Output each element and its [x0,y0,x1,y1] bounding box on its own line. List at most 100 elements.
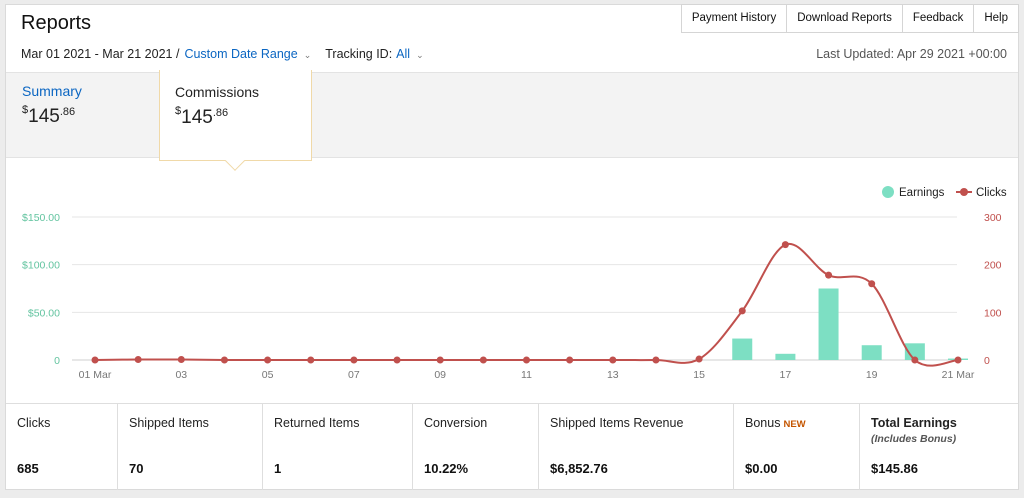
clicks-point [911,356,919,364]
left-axis-tick: $100.00 [22,260,60,272]
left-axis-tick: $50.00 [28,307,60,319]
legend-earnings: Earnings [899,187,945,199]
clicks-point [825,271,833,279]
right-axis-tick: 0 [984,355,990,367]
stat-shipped-items: Shipped Items 70 [118,404,263,490]
clicks-legend-marker [960,188,968,196]
clicks-line [94,242,959,367]
x-axis-tick: 17 [780,369,792,381]
clicks-point [781,241,789,249]
x-axis-tick: 21 Mar [942,369,975,381]
left-axis-tick: 0 [54,355,60,367]
stats-row: Clicks 685 Shipped Items 70 Returned Ite… [6,403,1018,490]
x-axis-tick: 19 [866,369,878,381]
commissions-label[interactable]: Commissions [175,84,260,100]
clicks-point [954,356,962,364]
stat-sublabel: (Includes Bonus) [871,433,957,445]
stat-shipped-items-revenue: Shipped Items Revenue $6,852.76 [539,404,734,490]
clicks-point [91,356,99,364]
x-axis-tick: 15 [693,369,705,381]
chevron-down-icon[interactable]: ⌄ [416,49,424,60]
stat-returned-items: Returned Items 1 [263,404,413,490]
stat-label: Total Earnings [871,416,957,430]
summary-label[interactable]: Summary [22,83,82,99]
help-button[interactable]: Help [973,4,1019,33]
tracking-id-dropdown[interactable]: All [396,47,411,61]
x-axis-tick: 05 [262,369,274,381]
commissions-amount: $145.86 [175,105,311,129]
stat-conversion: Conversion 10.22% [413,404,539,490]
right-axis-tick: 200 [984,260,1002,272]
stat-clicks: Clicks 685 [6,404,118,490]
clicks-point [393,356,401,364]
legend-clicks: Clicks [976,187,1007,199]
stat-label: Shipped Items [129,416,209,430]
stat-label: Shipped Items Revenue [550,416,684,430]
stat-label: Bonus NEW [745,416,859,430]
chevron-down-icon[interactable]: ⌄ [303,49,312,60]
summary-amount: $145.86 [22,104,82,128]
payment-history-button[interactable]: Payment History [680,4,788,33]
clicks-point [695,355,703,363]
tab-commissions[interactable]: Commissions $145.86 [159,70,312,171]
stat-value: 1 [274,461,282,476]
amount-int: 145 [181,107,213,128]
download-reports-button[interactable]: Download Reports [786,4,903,33]
clicks-point [307,356,315,364]
bonus-label: Bonus [745,416,781,430]
clicks-point [566,356,574,364]
x-axis-tick: 01 Mar [79,369,112,381]
right-axis-tick: 300 [984,212,1002,224]
x-axis-tick: 13 [607,369,619,381]
stat-label: Clicks [17,416,51,430]
x-axis-tick: 11 [521,369,532,381]
earnings-bar [861,345,882,360]
right-axis-tick: 100 [984,307,1002,319]
amount-int: 145 [28,106,60,127]
stat-value: 70 [129,461,144,476]
x-axis-tick: 03 [175,369,187,381]
currency-symbol: $ [22,104,29,116]
clicks-point [523,356,530,364]
stat-value: $145.86 [871,461,918,476]
amount-dec: .86 [59,106,76,118]
x-axis-tick: 07 [348,369,360,381]
tracking-id-label: Tracking ID: [325,47,393,61]
earnings-bar [775,353,796,360]
clicks-point [479,356,487,364]
clicks-point [350,356,358,364]
stat-label: Conversion [424,416,488,430]
stat-value: $0.00 [745,461,778,476]
clicks-point [868,280,876,288]
earnings-clicks-chart: 0 $50.00 $100.00 $150.00 0 100 200 300 01 Mar 03 0… [6,158,1018,403]
clicks-point [738,307,746,315]
stat-total-earnings: Total Earnings (Includes Bonus) $145.86 [860,404,1018,490]
date-range-dropdown[interactable]: Custom Date Range [184,47,298,61]
left-axis-tick: $150.00 [22,212,60,224]
stat-value: 685 [17,461,39,476]
currency-symbol: $ [175,105,182,117]
page-title: Reports [21,12,92,34]
x-axis-tick: 09 [434,369,446,381]
tab-summary[interactable]: Summary $145.86 [22,83,82,128]
reports-card: Reports Payment History Download Reports… [5,4,1019,490]
feedback-button[interactable]: Feedback [901,4,975,33]
top-nav: Payment History Download Reports Feedbac… [680,4,1019,33]
clicks-point [609,356,617,364]
clicks-point [220,356,228,364]
earnings-legend-marker [882,186,894,198]
clicks-point [177,356,185,364]
filter-bar: Mar 01 2021 - Mar 21 2021 / Custom Date … [21,47,424,61]
new-badge: NEW [783,419,806,430]
clicks-point [652,356,660,364]
stat-bonus: Bonus NEW $0.00 [734,404,860,490]
date-range-text: Mar 01 2021 - Mar 21 2021 / [21,47,180,61]
chart-svg: 0 $50.00 $100.00 $150.00 0 100 200 300 01 Mar 03 0… [22,186,1007,381]
clicks-point [264,356,272,364]
amount-dec: .86 [212,107,229,119]
stat-value: 10.22% [424,461,469,476]
earnings-bar [818,288,839,360]
clicks-point [436,356,444,364]
clicks-point [134,356,142,364]
earnings-bar [732,338,753,360]
